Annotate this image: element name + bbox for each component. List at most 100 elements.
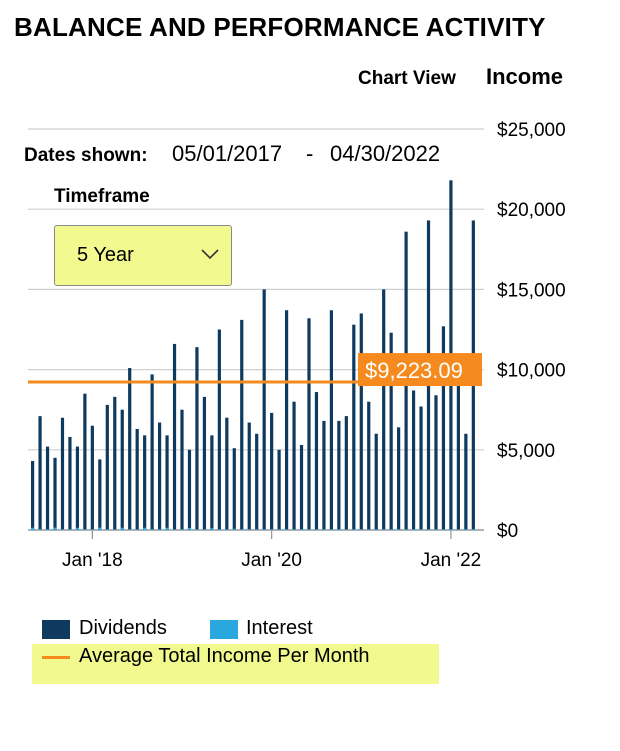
dividends-bar (98, 459, 102, 530)
interest-bar (404, 529, 408, 530)
interest-bar (389, 529, 393, 530)
interest-bar (471, 529, 475, 530)
dividends-bar (277, 449, 281, 530)
interest-bar (322, 529, 326, 530)
interest-bar (441, 529, 446, 530)
legend-interest-swatch (210, 620, 238, 639)
interest-bar (105, 529, 109, 530)
interest-bar (165, 527, 169, 530)
interest-bar (31, 527, 35, 530)
interest-bar (83, 529, 87, 530)
dividends-bar (128, 367, 132, 530)
interest-bar (337, 529, 341, 530)
chart-view-label: Chart View (358, 68, 456, 89)
interest-bar (374, 529, 378, 530)
legend-average-swatch (42, 656, 70, 659)
dividends-bar (441, 326, 446, 530)
dividends-bar (83, 393, 87, 530)
dividends-bar (344, 416, 348, 530)
interest-bar (180, 529, 184, 530)
dividends-bar (314, 392, 319, 530)
interest-bar (128, 529, 132, 530)
interest-bar (45, 529, 50, 530)
dividends-bar (113, 396, 117, 530)
dividends-bar (165, 435, 169, 530)
y-tick-label: $25,000 (497, 120, 566, 141)
interest-bar (120, 527, 124, 530)
dividends-bar (240, 319, 244, 530)
interest-bar (143, 527, 147, 530)
dividends-bar (389, 332, 393, 530)
dividends-bar (397, 427, 401, 530)
dividends-bar (292, 401, 296, 530)
dividends-bar (180, 409, 184, 530)
interest-bar (292, 529, 296, 530)
timeframe-label: Timeframe (54, 186, 150, 207)
interest-bar (195, 529, 199, 530)
interest-bar (434, 529, 438, 530)
dividends-bar (299, 444, 304, 530)
interest-bar (225, 529, 229, 530)
legend-average-highlight (32, 644, 439, 684)
interest-bar (113, 529, 117, 530)
interest-bar (307, 529, 311, 530)
legend-interest-label: Interest (246, 617, 313, 639)
interest-bar (464, 529, 468, 530)
dividends-bar (419, 406, 423, 530)
dividends-bar (456, 382, 460, 530)
dividends-bar (464, 433, 468, 530)
interest-bar (299, 529, 304, 530)
legend-dividends-swatch (42, 620, 70, 639)
legend-dividends-label: Dividends (79, 617, 167, 639)
dividends-bar (45, 446, 50, 530)
page-title: BALANCE AND PERFORMANCE ACTIVITY (14, 12, 546, 42)
interest-bar (150, 529, 154, 530)
interest-bar (98, 527, 102, 530)
dividends-bar (329, 310, 333, 530)
dividends-bar (262, 289, 266, 530)
dividends-bar (434, 395, 438, 530)
dividends-bar (60, 417, 65, 530)
dividends-bar (53, 457, 57, 530)
interest-bar (240, 529, 244, 530)
dividends-bar (75, 446, 80, 530)
dates-shown-label: Dates shown: (24, 145, 148, 166)
interest-bar (68, 529, 72, 530)
dividends-bar (120, 409, 124, 530)
timeframe-select[interactable]: 5 Year (54, 225, 232, 286)
interest-bar (277, 529, 281, 530)
interest-bar (382, 529, 386, 530)
dividends-bar (157, 422, 162, 530)
interest-bar (255, 529, 259, 530)
dividends-bar (187, 449, 192, 530)
interest-bar (187, 527, 192, 530)
date-end: 04/30/2022 (330, 141, 441, 166)
dividends-bar (68, 436, 72, 530)
dividends-bar (374, 433, 378, 530)
y-tick-label: $15,000 (497, 280, 566, 301)
chevron-down-icon (201, 249, 219, 260)
x-tick-label: Jan '22 (421, 550, 482, 571)
dividends-bar (210, 435, 214, 530)
dividends-bar (195, 347, 199, 530)
interest-bar (359, 529, 363, 530)
interest-bar (247, 529, 251, 530)
interest-bar (75, 527, 80, 530)
interest-bar (449, 529, 453, 530)
interest-bar (90, 529, 94, 530)
interest-bar (344, 529, 348, 530)
dividends-bar (150, 374, 154, 530)
interest-bar (157, 529, 162, 530)
interest-bar (38, 529, 42, 530)
dividends-bar (232, 448, 236, 530)
chart-view-value[interactable]: Income (486, 64, 564, 89)
interest-bar (426, 529, 431, 530)
interest-bar (314, 529, 319, 530)
dividends-bar (270, 412, 274, 530)
interest-bar (53, 527, 57, 530)
interest-bar (367, 529, 371, 530)
dividends-bar (367, 401, 371, 530)
dividends-bar (38, 416, 42, 530)
x-tick-label: Jan '20 (241, 550, 302, 571)
date-separator: - (306, 141, 314, 166)
